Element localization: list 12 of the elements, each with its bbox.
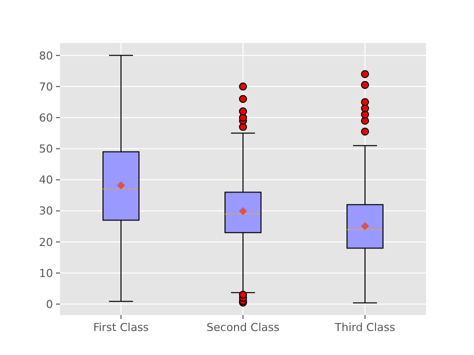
y-tick-label: 80 [39, 49, 53, 62]
y-tick-label: 70 [39, 80, 53, 94]
x-tick-label: First Class [93, 321, 150, 334]
y-tick-label: 10 [39, 266, 53, 280]
x-tick-label: Third Class [334, 321, 396, 334]
y-tick-label: 50 [39, 142, 53, 156]
y-tick-label: 30 [39, 204, 53, 218]
x-tick-label: Second Class [206, 321, 280, 334]
y-tick-label: 60 [39, 111, 53, 124]
y-tick-label: 40 [39, 174, 53, 187]
y-tick-label: 20 [39, 236, 53, 249]
y-tick-label: 0 [46, 298, 53, 311]
